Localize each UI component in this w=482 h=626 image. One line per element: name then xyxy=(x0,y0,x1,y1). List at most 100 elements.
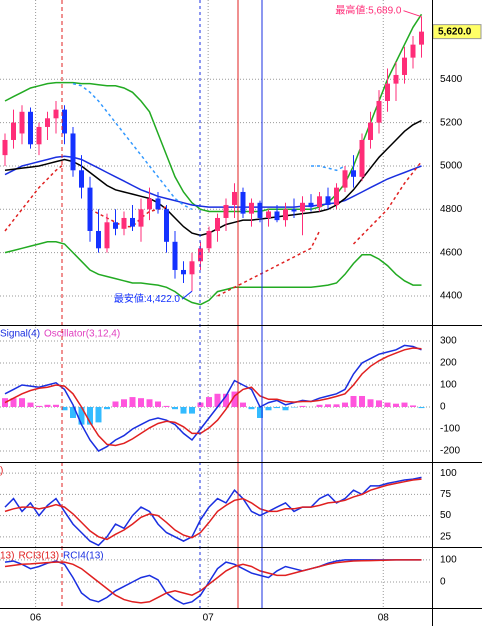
candle-body xyxy=(419,31,424,45)
candle-body xyxy=(317,196,322,208)
candle-body xyxy=(164,209,169,242)
candle-body xyxy=(266,211,271,218)
y-tick-label: 5200 xyxy=(440,117,463,128)
candle-body xyxy=(232,191,237,205)
oscillator-bar xyxy=(78,406,85,425)
y-tick-label: 4800 xyxy=(440,204,463,215)
candle-body xyxy=(45,118,50,127)
indicator-line xyxy=(4,559,422,605)
annotation-leader xyxy=(403,10,422,18)
indicator-line xyxy=(4,476,422,547)
oscillator-bar xyxy=(121,399,127,407)
y-tick-label: -200 xyxy=(440,446,460,457)
y-tick-label: 75 xyxy=(440,489,452,500)
candle-body xyxy=(130,217,135,227)
oscillator-bar xyxy=(282,406,289,411)
oscillator-bar xyxy=(189,406,195,414)
oscillator-bar xyxy=(265,406,272,411)
oscillator-bar xyxy=(206,397,212,407)
oscillator-bar xyxy=(248,406,255,410)
candle-body xyxy=(334,187,339,205)
oscillator-bar xyxy=(180,406,187,414)
candle-body xyxy=(181,269,186,275)
oscillator-bar xyxy=(240,402,246,407)
candle-body xyxy=(308,202,314,208)
y-tick-label: 4400 xyxy=(440,291,463,302)
candle-body xyxy=(79,170,84,188)
candle-body xyxy=(215,217,220,231)
indicator-line xyxy=(4,347,422,447)
oscillator-bar xyxy=(155,401,161,407)
candle-body xyxy=(206,230,212,249)
oscillator-bar xyxy=(27,402,34,407)
annotation-text: 最高値:5,689.0 xyxy=(335,3,402,16)
candle-body xyxy=(2,139,8,156)
candle-body xyxy=(70,133,76,171)
candle-body xyxy=(28,111,33,145)
candle-body xyxy=(87,187,93,231)
legend-entry: Signal(4) xyxy=(0,329,40,340)
y-tick-label: 100 xyxy=(440,468,457,479)
oscillator-bar xyxy=(61,406,68,411)
candle-body xyxy=(11,122,16,140)
oscillator-bar xyxy=(418,406,425,409)
oscillator-bar xyxy=(274,406,280,409)
indicator-line xyxy=(4,478,422,541)
oscillator-bar xyxy=(333,404,340,407)
oscillator-bar xyxy=(163,405,170,407)
candle-body xyxy=(96,230,101,249)
oscillator-bar xyxy=(53,404,59,407)
candle-body xyxy=(138,209,144,227)
indicator-line xyxy=(4,241,422,306)
candle-body xyxy=(359,139,365,177)
oscillator-bar xyxy=(325,404,331,407)
candle-body xyxy=(172,241,178,270)
legend-entry: 13) xyxy=(0,551,14,562)
candle-body xyxy=(325,196,331,205)
candle-body xyxy=(121,217,127,229)
candle-body xyxy=(368,122,373,140)
y-tick-label: 200 xyxy=(440,358,457,369)
oscillator-bar xyxy=(44,404,51,407)
candle-body xyxy=(402,57,407,75)
oscillator-bar xyxy=(146,399,153,407)
oscillator-bar xyxy=(70,406,76,418)
candle-body xyxy=(249,202,254,214)
y-tick-label: 0 xyxy=(440,402,446,413)
oscillator-bar xyxy=(87,406,93,425)
oscillator-bar xyxy=(342,402,348,407)
legend-entry: RCI3(13) xyxy=(18,551,59,562)
oscillator-bar xyxy=(393,403,399,407)
oscillator-bar xyxy=(223,393,229,407)
candle-body xyxy=(376,100,382,123)
oscillator-bar xyxy=(299,405,306,407)
candle-body xyxy=(385,83,390,101)
candle-body xyxy=(410,44,416,58)
y-tick-label: 5400 xyxy=(440,74,463,85)
y-tick-label: 4600 xyxy=(440,247,463,258)
legend-entry: RCI4(13) xyxy=(63,551,104,562)
annotation-leader xyxy=(181,290,193,300)
oscillator-bar xyxy=(316,404,323,407)
candle-body xyxy=(189,261,195,275)
annotation-text: 最安値:4,422.0 xyxy=(114,292,181,305)
indicator-line xyxy=(4,163,65,232)
y-tick-label: 5000 xyxy=(440,161,463,172)
oscillator-bar xyxy=(231,391,238,407)
y-tick-label: 0 xyxy=(440,577,446,588)
oscillator-bar xyxy=(112,401,119,407)
indicator-line xyxy=(217,230,321,297)
candle-body xyxy=(393,74,399,84)
candle-body xyxy=(300,202,305,212)
candle-body xyxy=(342,170,348,188)
candle-body xyxy=(291,209,297,212)
y-tick-label: 300 xyxy=(440,336,457,347)
candle-body xyxy=(147,198,152,210)
legend-entry: Oscillator(3,12,4) xyxy=(44,329,120,340)
x-tick-label: 08 xyxy=(378,613,390,624)
candle-body xyxy=(351,170,356,177)
y-tick-label: 25 xyxy=(440,531,452,542)
oscillator-bar xyxy=(384,402,391,407)
last-price-label: 5,620.0 xyxy=(438,26,472,37)
